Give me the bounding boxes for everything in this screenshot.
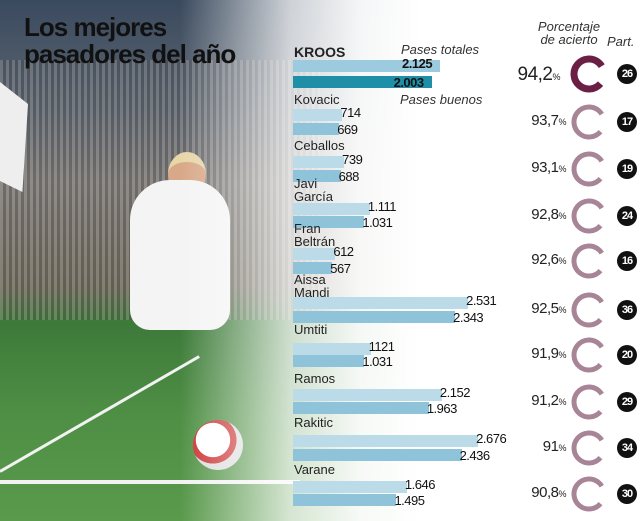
page-title: Los mejores pasadores del año bbox=[24, 12, 236, 69]
bar-good bbox=[293, 76, 432, 88]
bar-good bbox=[293, 311, 456, 323]
total-label: 2.676 bbox=[476, 431, 507, 446]
pct-value: 92,6% bbox=[531, 251, 566, 268]
total-label: 739 bbox=[342, 152, 363, 167]
player-name: Fran Beltrán bbox=[294, 221, 336, 249]
bar-total bbox=[293, 343, 371, 355]
accuracy-ring bbox=[571, 104, 607, 140]
pct-value: 91,9% bbox=[531, 345, 566, 362]
pct-value: 93,1% bbox=[531, 159, 566, 176]
bar-total bbox=[293, 389, 442, 401]
legend-good: Pases buenos bbox=[400, 92, 483, 107]
matches-badge: 16 bbox=[617, 251, 637, 271]
player-name: Javi García bbox=[294, 176, 334, 204]
bar-good bbox=[293, 494, 397, 506]
bar-total bbox=[293, 109, 343, 121]
pct-value: 90,8% bbox=[531, 483, 566, 501]
bar-good bbox=[293, 123, 340, 135]
matches-header: Part. bbox=[607, 34, 635, 49]
accuracy-ring bbox=[571, 198, 607, 233]
accuracy-ring bbox=[570, 55, 608, 93]
matches-badge: 20 bbox=[617, 345, 637, 365]
good-label: 669 bbox=[337, 122, 358, 137]
total-label: 2.152 bbox=[439, 385, 471, 400]
accuracy-ring bbox=[571, 430, 607, 466]
matches-badge: 17 bbox=[617, 112, 637, 132]
bar-good bbox=[293, 449, 462, 461]
total-label: 714 bbox=[340, 105, 361, 120]
bar-total bbox=[293, 60, 441, 72]
bar-good bbox=[293, 170, 341, 182]
pct-number: 90,8 bbox=[531, 483, 559, 501]
bar-good bbox=[293, 402, 429, 414]
good-label: 567 bbox=[330, 261, 351, 276]
good-label: 2.003 bbox=[393, 75, 425, 90]
pct-value: 91% bbox=[542, 438, 567, 455]
matches-badge: 34 bbox=[617, 438, 637, 458]
pct-number: 91,2 bbox=[531, 391, 559, 409]
accuracy-ring bbox=[571, 384, 607, 419]
total-label: 2.531 bbox=[466, 293, 497, 308]
pct-value: 91,2% bbox=[531, 391, 566, 409]
matches-badge: 26 bbox=[617, 64, 637, 84]
player-name: Varane bbox=[294, 462, 335, 477]
bar-good bbox=[293, 262, 333, 274]
pct-number: 92,8 bbox=[531, 205, 559, 223]
pct-number: 91 bbox=[542, 438, 559, 455]
pct-number: 91,9 bbox=[531, 345, 559, 362]
bar-total bbox=[293, 248, 336, 260]
total-label: 2.125 bbox=[402, 56, 433, 71]
good-label: 1.031 bbox=[362, 215, 393, 230]
player-name: Kovacic bbox=[294, 92, 340, 107]
pct-number: 94,2 bbox=[517, 64, 553, 85]
player-name: Ramos bbox=[294, 371, 336, 386]
matches-badge: 30 bbox=[617, 483, 637, 504]
bar-total bbox=[293, 435, 479, 447]
bar-total bbox=[293, 156, 345, 168]
good-label: 2.436 bbox=[459, 448, 491, 463]
pct-header: Porcentaje de acierto bbox=[537, 19, 601, 47]
total-label: 612 bbox=[333, 244, 354, 259]
pct-value: 92,8% bbox=[531, 205, 566, 223]
player-name: Rakitic bbox=[294, 415, 334, 430]
player-name: Aissa Mandi bbox=[294, 272, 330, 300]
accuracy-ring bbox=[571, 337, 607, 373]
good-label: 1.031 bbox=[362, 354, 393, 369]
pct-value: 93,7% bbox=[531, 112, 566, 129]
good-label: 2.343 bbox=[453, 310, 484, 325]
player-name: Umtiti bbox=[294, 322, 328, 337]
matches-badge: 24 bbox=[617, 205, 637, 226]
matches-badge: 29 bbox=[617, 391, 637, 412]
matches-badge: 36 bbox=[617, 300, 637, 320]
accuracy-ring bbox=[571, 243, 607, 279]
player-name: Ceballos bbox=[294, 138, 345, 153]
pct-number: 93,1 bbox=[531, 159, 559, 176]
accuracy-ring bbox=[571, 151, 607, 187]
accuracy-ring bbox=[571, 476, 607, 511]
bar-total bbox=[293, 481, 407, 493]
total-label: 1121 bbox=[368, 339, 395, 354]
total-label: 1.646 bbox=[404, 477, 436, 492]
total-label: 1.111 bbox=[367, 199, 397, 214]
bar-total bbox=[293, 203, 370, 215]
good-label: 688 bbox=[338, 169, 360, 184]
legend-total: Pases totales bbox=[401, 42, 480, 57]
matches-badge: 19 bbox=[617, 159, 637, 179]
player-name: KROOS bbox=[294, 44, 346, 60]
pct-number: 93,7 bbox=[531, 112, 559, 129]
bar-good bbox=[293, 355, 365, 367]
good-label: 1.963 bbox=[426, 401, 458, 416]
bar-good bbox=[293, 216, 365, 228]
accuracy-ring bbox=[571, 292, 607, 328]
pct-number: 92,5 bbox=[531, 300, 559, 317]
pct-value: 92,5% bbox=[531, 300, 566, 317]
good-label: 1.495 bbox=[394, 493, 425, 508]
pct-number: 92,6 bbox=[531, 251, 559, 268]
bar-total bbox=[293, 297, 469, 309]
pct-value: 94,2% bbox=[517, 64, 561, 85]
